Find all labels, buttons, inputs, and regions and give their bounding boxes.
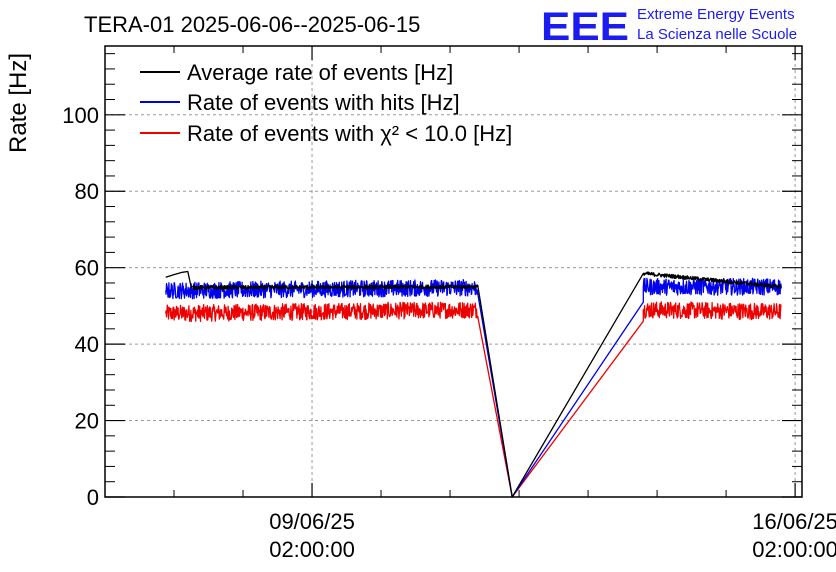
logo-letters: EEE [541,5,629,49]
y-tick-label: 60 [75,256,99,281]
y-tick-label: 100 [62,103,99,128]
legend: Average rate of events [Hz] Rate of even… [140,60,512,146]
x-tick-label-date: 16/06/25 [752,509,836,534]
axis-ticks [104,46,802,498]
grid-lines [105,46,802,497]
eee-logo: EEE Extreme Energy Events La Scienza nel… [541,5,797,49]
y-tick-label: 40 [75,332,99,357]
legend-label-average: Average rate of events [Hz] [187,60,453,85]
logo-line2: La Scienza nelle Scuole [637,26,797,43]
plot-frame [104,45,803,498]
y-axis-label: Rate [Hz] [5,53,32,153]
logo-line1: Extreme Energy Events [637,6,795,23]
y-tick-label: 0 [87,485,99,510]
x-tick-label-time: 02:00:00 [752,537,836,562]
y-tick-label: 20 [75,409,99,434]
legend-label-hits: Rate of events with hits [Hz] [187,90,460,115]
x-tick-label-time: 02:00:00 [269,537,355,562]
y-tick-label: 80 [75,179,99,204]
legend-label-chi2: Rate of events with χ² < 10.0 [Hz] [187,121,512,146]
chart-title: TERA-01 2025-06-06--2025-06-15 [84,12,420,37]
x-tick-label-date: 09/06/25 [269,509,355,534]
series-line-0 [165,270,782,498]
series-line-2 [165,301,782,498]
tick-labels: 0 20 40 60 80 100 09/06/25 02:00:00 16/06/25 02:0… [62,103,836,562]
plot-series [165,270,782,498]
